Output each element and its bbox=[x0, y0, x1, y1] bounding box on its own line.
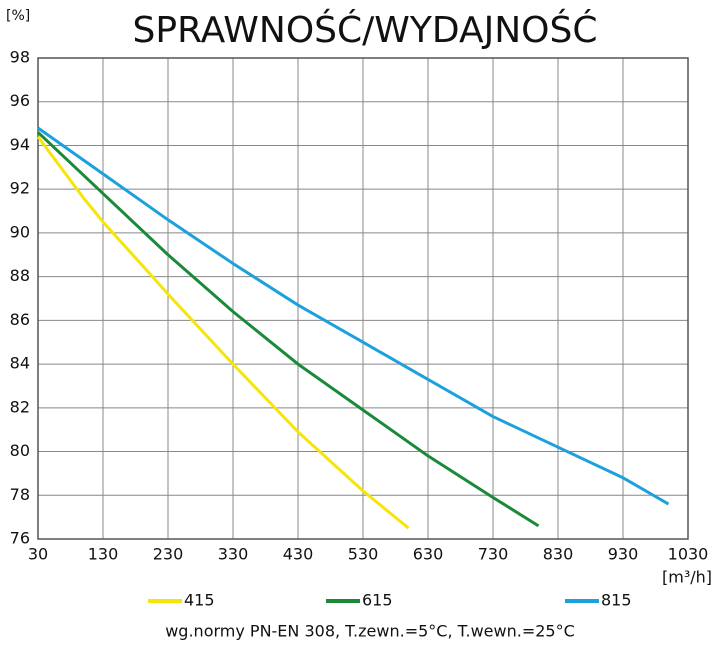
x-tick-label: 830 bbox=[543, 545, 574, 564]
y-tick-label: 96 bbox=[10, 91, 30, 110]
y-tick-label: 92 bbox=[10, 179, 30, 198]
y-tick-label: 80 bbox=[10, 441, 30, 460]
x-tick-label: 730 bbox=[478, 545, 509, 564]
x-tick-label: 430 bbox=[283, 545, 314, 564]
series-line bbox=[37, 126, 670, 506]
y-tick-label: 86 bbox=[10, 310, 30, 329]
x-tick-label: 530 bbox=[348, 545, 379, 564]
x-axis-label: [m³/h] bbox=[662, 568, 712, 587]
x-tick-label: 130 bbox=[88, 545, 119, 564]
series-line bbox=[36, 131, 540, 528]
x-tick-label: 230 bbox=[153, 545, 184, 564]
x-tick-label: 330 bbox=[218, 545, 249, 564]
chart-title: SPRAWNOŚĆ/WYDAJNOŚĆ bbox=[133, 9, 598, 51]
series-line bbox=[36, 135, 410, 530]
y-axis-label: [%] bbox=[6, 8, 30, 24]
x-tick-label: 1030 bbox=[668, 545, 709, 564]
y-tick-label: 82 bbox=[10, 397, 30, 416]
y-tick-label: 76 bbox=[10, 529, 30, 548]
y-tick-label: 88 bbox=[10, 266, 30, 285]
y-tick-label: 78 bbox=[10, 485, 30, 504]
y-tick-label: 90 bbox=[10, 222, 30, 241]
note: wg.normy PN-EN 308, T.zewn.=5°C, T.wewn.… bbox=[165, 622, 575, 641]
y-tick-label: 94 bbox=[10, 135, 30, 154]
legend-label: 615 bbox=[362, 591, 393, 610]
x-tick-label: 930 bbox=[608, 545, 639, 564]
x-tick-label: 30 bbox=[28, 545, 48, 564]
legend-label: 415 bbox=[184, 591, 215, 610]
y-tick-label: 84 bbox=[10, 354, 30, 373]
x-tick-label: 630 bbox=[413, 545, 444, 564]
y-tick-label: 98 bbox=[10, 48, 30, 67]
legend-label: 815 bbox=[601, 591, 632, 610]
plot-frame bbox=[37, 57, 689, 540]
